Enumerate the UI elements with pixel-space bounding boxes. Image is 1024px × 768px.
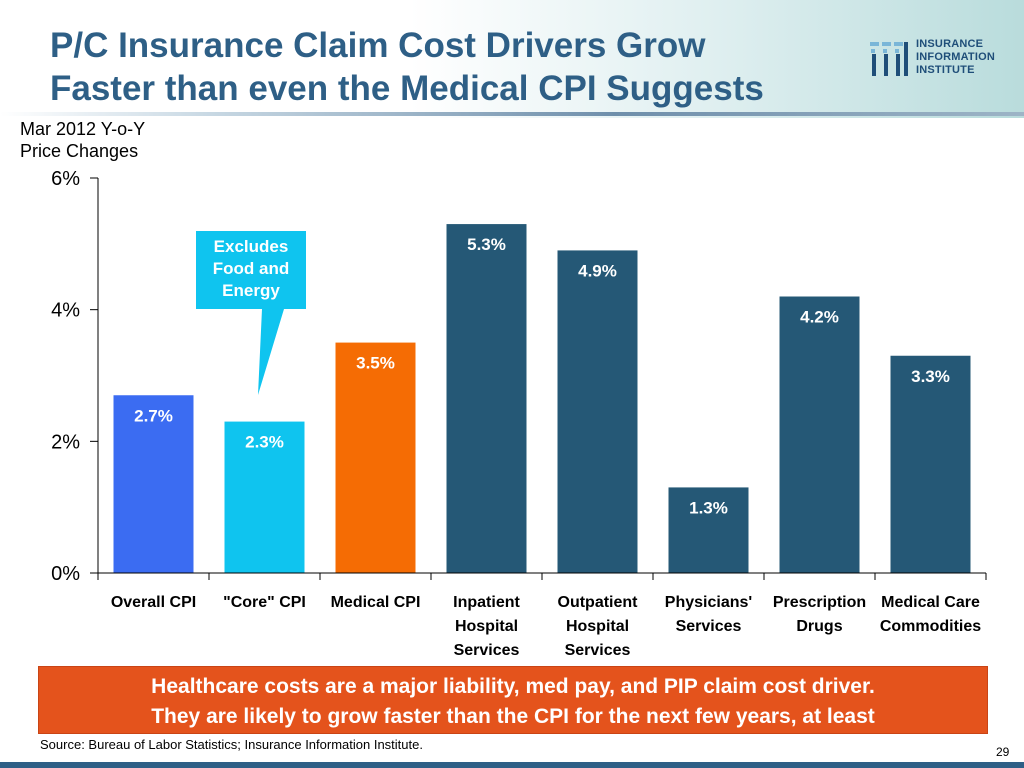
x-tick-label-6: Prescription Drugs	[773, 594, 866, 635]
iii-logo-wordmark: INSURANCE INFORMATION INSTITUTE	[916, 38, 995, 77]
x-tick-label-5: Physicians' Services	[665, 594, 752, 635]
logo-line-1: INSURANCE	[916, 38, 984, 50]
callout-line-2: Food and	[212, 259, 290, 278]
callout-label: Excludes Food and Energy	[196, 236, 306, 302]
x-tick-label-4: Outpatient Hospital Services	[558, 594, 639, 659]
data-label-5: 1.3%	[689, 498, 728, 517]
bar-chart: 0% 2% 4% 6% 2.7% 2.3% 3.5% 5.3% 4.9% 1.3% 4.2% 3.3…	[51, 168, 987, 659]
bar-3	[446, 224, 527, 573]
header-divider	[0, 112, 1024, 116]
header-band	[0, 0, 1024, 118]
bar-0	[113, 395, 194, 573]
callout-box	[196, 231, 306, 395]
y-axis-caption: Mar 2012 Y-o-Y Price Changes	[20, 118, 145, 162]
page-title-line-1: P/C Insurance Claim Cost Drivers Grow	[50, 26, 706, 65]
data-label-2: 3.5%	[356, 354, 395, 373]
x-tick-label-1: "Core" CPI	[223, 594, 306, 611]
data-label-4: 4.9%	[578, 261, 617, 280]
page-number: 29	[996, 745, 1010, 759]
y-tick-label-2: 4%	[51, 300, 80, 322]
data-label-7: 3.3%	[911, 367, 950, 386]
y-axis-caption-line-2: Price Changes	[20, 141, 139, 161]
bar-7	[890, 355, 971, 573]
y-tick-label-0: 0%	[51, 563, 80, 585]
y-tick-label-1: 2%	[51, 431, 80, 453]
callout-line-3: Energy	[222, 281, 280, 300]
y-axis-caption-line-1: Mar 2012 Y-o-Y	[20, 119, 146, 139]
data-label-0: 2.7%	[134, 406, 173, 425]
data-label-1: 2.3%	[245, 433, 284, 452]
data-label-3: 5.3%	[467, 235, 506, 254]
bar-4	[557, 250, 638, 573]
x-tick-label-0: Overall CPI	[111, 594, 196, 611]
y-tick-label-3: 6%	[51, 168, 80, 190]
footer-rule	[0, 762, 1024, 768]
iii-logo: INSURANCE INFORMATION INSTITUTE	[868, 36, 1018, 80]
banner-line-1: Healthcare costs are a major liability, …	[151, 675, 875, 698]
bar-6	[779, 296, 860, 573]
page-title: P/C Insurance Claim Cost Drivers Grow Fa…	[50, 24, 870, 110]
logo-line-2: INFORMATION	[916, 51, 995, 63]
page-title-line-2: Faster than even the Medical CPI Suggest…	[50, 69, 764, 108]
source-note: Source: Bureau of Labor Statistics; Insu…	[40, 737, 423, 752]
logo-line-3: INSTITUTE	[916, 64, 975, 76]
takeaway-banner: Healthcare costs are a major liability, …	[38, 666, 988, 734]
bar-2	[335, 342, 416, 573]
callout-line-1: Excludes	[213, 237, 289, 256]
data-label-6: 4.2%	[800, 308, 839, 327]
x-tick-label-3: Inpatient Hospital Services	[453, 594, 520, 659]
iii-logo-icon	[870, 42, 908, 76]
x-tick-label-2: Medical CPI	[331, 594, 421, 611]
banner-line-2: They are likely to grow faster than the …	[151, 705, 875, 728]
x-tick-label-7: Medical Care Commodities	[880, 594, 981, 635]
bar-1	[224, 421, 305, 573]
bar-5	[668, 487, 749, 573]
